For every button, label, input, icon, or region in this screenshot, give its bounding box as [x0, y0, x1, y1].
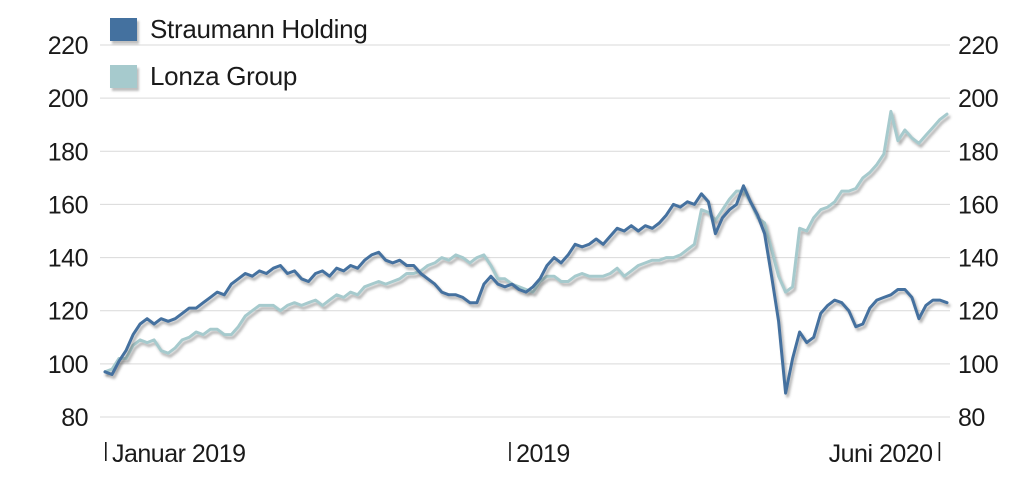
y-axis-label-right: 160: [958, 191, 998, 219]
legend-swatch-lonza: [110, 65, 137, 88]
y-axis-label-left: 120: [48, 298, 88, 326]
y-axis-label-right: 100: [958, 351, 998, 379]
x-axis-label: Juni 2020: [829, 440, 933, 468]
y-axis-label-right: 80: [958, 404, 985, 432]
y-axis-label-left: 160: [48, 191, 88, 219]
y-axis-label-left: 200: [48, 85, 88, 113]
y-axis-label-left: 180: [48, 138, 88, 166]
legend-item-lonza: Lonza Group: [110, 53, 367, 100]
y-axis-label-left: 140: [48, 245, 88, 273]
legend: Straumann Holding Lonza Group: [110, 6, 368, 100]
x-axis-tick: [105, 442, 107, 461]
x-axis-tick: [509, 442, 511, 461]
legend-item-straumann: Straumann Holding: [110, 6, 368, 53]
y-axis-label-left: 100: [48, 351, 88, 379]
legend-label-straumann: Straumann Holding: [150, 14, 368, 44]
x-axis-tick: [938, 442, 941, 461]
legend-swatch-straumann: [110, 18, 137, 41]
legend-label-lonza: Lonza Group: [150, 61, 298, 91]
series-line-lonza-group: [103, 109, 949, 374]
x-axis-label: 2019: [516, 440, 570, 468]
y-axis-label-right: 200: [958, 85, 998, 113]
y-axis-label-right: 220: [958, 32, 998, 60]
y-axis-label-left: 220: [48, 32, 88, 60]
y-axis-label-right: 180: [958, 138, 998, 166]
series-line-straumann-holding: [103, 184, 949, 395]
y-axis-label-left: 80: [61, 404, 88, 432]
y-axis-label-right: 140: [958, 245, 998, 273]
x-axis-label: Januar 2019: [112, 440, 246, 468]
y-axis-label-right: 120: [958, 298, 998, 326]
